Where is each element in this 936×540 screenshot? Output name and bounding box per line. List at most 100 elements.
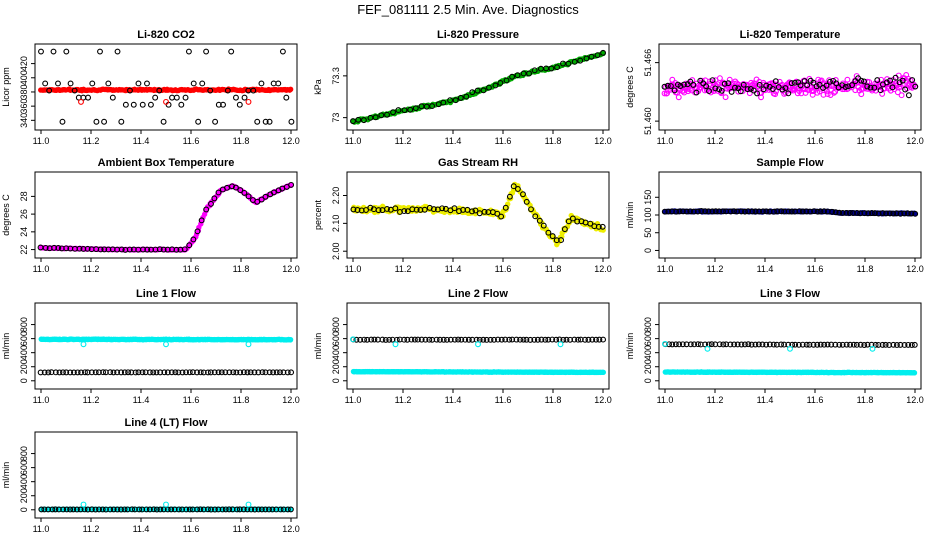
x-tick-label: 11.8	[233, 136, 250, 146]
data-point	[882, 341, 889, 348]
data-point	[795, 341, 802, 348]
data-point	[247, 369, 254, 376]
data-point	[38, 48, 44, 55]
x-tick-label: 11.2	[83, 264, 100, 274]
data-point	[846, 210, 853, 216]
data-point	[89, 80, 96, 87]
data-point	[211, 506, 218, 513]
data-point	[287, 336, 294, 343]
data-point	[661, 83, 668, 90]
data-point	[37, 369, 44, 376]
data-point	[186, 369, 193, 376]
data-point	[864, 83, 871, 90]
x-tick-label: 11.8	[233, 264, 250, 274]
data-point	[84, 369, 91, 376]
data-point	[139, 369, 146, 376]
data-point	[542, 336, 549, 343]
data-point	[455, 336, 462, 343]
data-point	[520, 336, 527, 343]
y-tick-label: 420	[19, 56, 29, 71]
data-point	[52, 369, 59, 376]
outlier-point	[662, 340, 668, 347]
data-point	[779, 86, 786, 93]
data-point	[226, 506, 233, 513]
data-point	[506, 336, 513, 343]
data-point	[720, 341, 727, 348]
data-point	[153, 506, 160, 513]
data-point	[88, 506, 95, 513]
x-tick-label: 12.0	[594, 264, 612, 274]
x-tick-label: 11.8	[857, 136, 874, 146]
data-point	[412, 105, 419, 112]
data-point	[194, 369, 200, 376]
data-point	[756, 208, 763, 215]
data-point	[887, 77, 894, 84]
data-point	[902, 86, 909, 93]
data-point	[171, 506, 178, 513]
data-point	[808, 88, 815, 94]
data-point	[287, 86, 294, 93]
data-point	[774, 208, 781, 215]
y-axis-label: Licor ppm	[1, 67, 11, 107]
data-point	[676, 208, 683, 215]
data-point	[386, 336, 393, 343]
x-tick-label: 11.6	[807, 395, 824, 405]
data-point	[831, 89, 837, 96]
data-point	[107, 506, 114, 513]
data-point	[681, 81, 687, 88]
data-point	[785, 90, 792, 97]
data-point	[494, 210, 501, 217]
data-point	[727, 208, 734, 215]
y-tick-label: 800	[643, 317, 653, 332]
x-tick-label: 11.4	[445, 136, 462, 146]
data-point	[215, 101, 222, 108]
data-point	[114, 48, 121, 55]
x-tick-label: 12.0	[906, 264, 924, 274]
data-point	[181, 246, 188, 253]
data-point	[545, 336, 552, 343]
data-point	[451, 205, 458, 212]
data-point	[865, 210, 872, 217]
data-point	[531, 336, 538, 343]
data-point	[816, 88, 823, 95]
data-point	[517, 336, 524, 343]
data-point	[157, 506, 164, 513]
data-point	[429, 103, 436, 109]
y-tick-label: 800	[19, 317, 29, 332]
y-tick-label: 51.466	[643, 49, 653, 77]
data-point	[173, 94, 180, 101]
data-point	[77, 506, 84, 513]
outlier-point	[163, 341, 169, 348]
data-point	[553, 336, 560, 343]
data-point	[258, 80, 265, 87]
data-point	[355, 116, 362, 123]
data-point	[56, 369, 63, 376]
data-point	[45, 506, 52, 513]
data-point	[778, 341, 785, 348]
data-point	[288, 118, 295, 125]
data-point	[687, 208, 694, 215]
data-point	[514, 186, 521, 192]
data-point	[392, 205, 399, 212]
data-point	[527, 336, 534, 343]
y-axis-label: ml/min	[625, 202, 635, 229]
data-point	[560, 60, 566, 67]
data-point	[220, 101, 226, 108]
data-point	[440, 99, 447, 106]
data-point	[503, 77, 510, 84]
y-axis-label: kPa	[313, 79, 323, 95]
data-point	[240, 369, 247, 376]
data-point	[520, 70, 527, 77]
data-point	[55, 245, 62, 251]
data-point	[179, 506, 186, 513]
data-point	[169, 94, 175, 101]
data-point	[901, 210, 908, 217]
data-point	[81, 369, 88, 376]
data-point	[232, 184, 239, 191]
data-point	[867, 84, 874, 91]
data-point	[806, 341, 813, 348]
data-point	[172, 369, 179, 376]
data-point	[78, 369, 85, 376]
data-point	[92, 369, 99, 376]
data-point	[363, 207, 369, 213]
